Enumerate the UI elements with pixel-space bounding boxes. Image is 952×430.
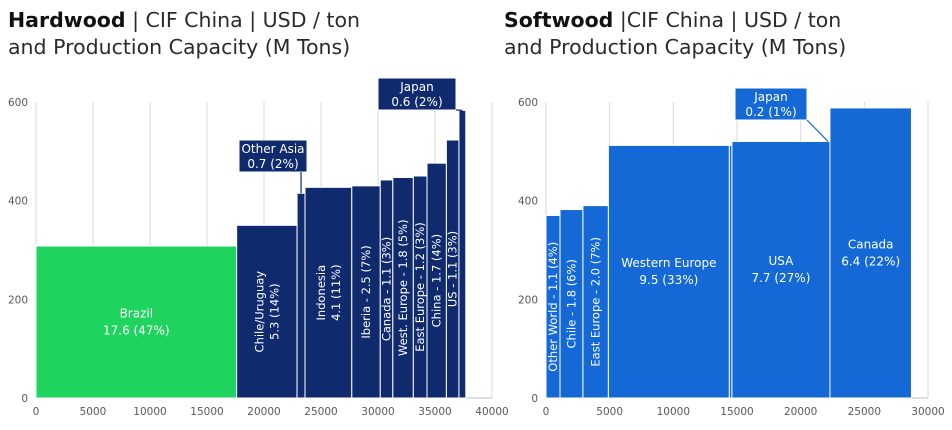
hardwood-x-tick-label: 0: [33, 406, 40, 418]
hardwood-callout-label: Other Asia: [241, 142, 304, 156]
softwood-x-tick-label: 30000: [911, 406, 944, 418]
softwood-y-tick-label: 400: [518, 196, 538, 208]
hardwood-bar: [458, 109, 467, 399]
hardwood-bar-label: China - 1.7 (4%): [430, 234, 444, 327]
softwood-x-tick-label: 15000: [720, 406, 753, 418]
softwood-bar: [582, 205, 609, 399]
hardwood-x-tick-label: 35000: [418, 406, 451, 418]
hardwood-bar: [304, 186, 353, 399]
hardwood-bar-label: Brazil: [120, 307, 154, 321]
softwood-x-tick-label: 5000: [596, 406, 623, 418]
hardwood-callout-box: [238, 139, 308, 173]
hardwood-callout-box: [377, 77, 457, 111]
hardwood-bar-label: 4.1 (11%): [329, 264, 343, 320]
hardwood-x-tick-label: 10000: [133, 406, 166, 418]
hardwood-y-tick-label: 400: [8, 196, 28, 208]
softwood-x-tick-label: 0: [543, 406, 550, 418]
softwood-callout-label: Japan: [753, 90, 787, 104]
softwood-chart-title: Softwood |CIF China | USD / ton and Prod…: [504, 7, 846, 61]
softwood-y-tick-label: 600: [518, 97, 538, 109]
softwood-x-tick-label: 10000: [657, 406, 690, 418]
hardwood-x-tick-label: 20000: [247, 406, 280, 418]
softwood-title-bold: Softwood: [504, 8, 614, 32]
softwood-bar-label: Chile - 1.8 (6%): [564, 259, 578, 348]
hardwood-title-line2: and Production Capacity (M Tons): [8, 35, 351, 59]
hardwood-bar-label: East Europe - 1.2 (3%): [413, 222, 427, 352]
hardwood-title-bold: Hardwood: [8, 8, 126, 32]
hardwood-bar: [236, 224, 298, 399]
hardwood-y-tick-label: 600: [8, 97, 28, 109]
hardwood-bar: [296, 192, 306, 399]
hardwood-bar: [351, 185, 381, 399]
softwood-bar-label: East Europe - 2.0 (7%): [589, 237, 603, 367]
softwood-title-line2: and Production Capacity (M Tons): [504, 35, 847, 59]
softwood-bar-label: Canada: [848, 237, 894, 251]
hardwood-x-tick-label: 30000: [361, 406, 394, 418]
hardwood-bar-label: 17.6 (47%): [103, 324, 170, 338]
hardwood-bar-label: US - 1.1 (3%): [446, 231, 460, 307]
softwood-callout-leader: [806, 119, 829, 142]
hardwood-bar-label: 5.3 (14%): [267, 283, 281, 339]
hardwood-bar-label: West. Europe - 1.8 (5%): [396, 219, 410, 356]
hardwood-callout-label: 0.6 (2%): [391, 95, 442, 109]
hardwood-title-rest: | CIF China | USD / ton: [132, 8, 360, 32]
hardwood-bar-label: Chile/Uruguay: [252, 271, 266, 353]
softwood-y-tick-label: 200: [518, 294, 538, 306]
softwood-bar: [607, 144, 730, 399]
softwood-chart: 0 5000 10000 15000 20000 25000 30000 0 200 400 600…: [518, 87, 945, 418]
softwood-bar-label: Other World - 1.1 (4%): [546, 242, 560, 372]
softwood-callout-box: [734, 87, 808, 121]
softwood-bar: [731, 140, 831, 399]
hardwood-callout-label: 0.7 (2%): [247, 157, 298, 171]
hardwood-bar-label: Indonesia: [314, 265, 328, 321]
hardwood-bar-label: Iberia - 2.5 (7%): [359, 245, 373, 338]
softwood-bar-label: 7.7 (27%): [751, 271, 810, 285]
softwood-bar: [829, 107, 912, 399]
softwood-callout-label: 0.2 (1%): [745, 105, 796, 119]
softwood-bar-label: Western Europe: [621, 256, 716, 270]
hardwood-x-tick-label: 5000: [80, 406, 107, 418]
softwood-x-tick-label: 25000: [848, 406, 881, 418]
hardwood-x-tick-label: 25000: [304, 406, 337, 418]
hardwood-callout-label: Japan: [399, 80, 433, 94]
softwood-y-tick-label: 0: [531, 393, 538, 405]
softwood-bar-label: 6.4 (22%): [841, 254, 900, 268]
softwood-x-tick-label: 20000: [784, 406, 817, 418]
hardwood-bar-label: Canada - 1.1 (3%): [380, 237, 394, 341]
hardwood-y-tick-label: 200: [8, 294, 28, 306]
softwood-bar-label: USA: [769, 254, 795, 268]
hardwood-x-tick-label: 40000: [475, 406, 508, 418]
hardwood-x-tick-label: 15000: [190, 406, 223, 418]
hardwood-y-tick-label: 0: [21, 393, 28, 405]
hardwood-chart: 0 5000 10000 15000 20000 25000 30000 35000 40000…: [8, 77, 509, 418]
softwood-bar-label: 9.5 (33%): [639, 273, 698, 287]
softwood-title-rest: |CIF China | USD / ton: [619, 8, 842, 32]
hardwood-chart-title: Hardwood | CIF China | USD / ton and Pro…: [8, 7, 360, 61]
hardwood-bar: [35, 245, 238, 399]
